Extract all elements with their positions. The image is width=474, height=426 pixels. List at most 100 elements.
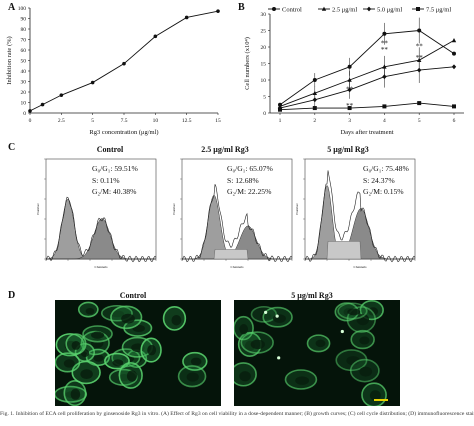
legend-label: Control — [282, 7, 302, 14]
y-tick-label: 40 — [21, 69, 27, 75]
cell-nucleus — [250, 339, 265, 350]
histogram-envelope — [45, 196, 157, 263]
y-tick-label: 20 — [261, 45, 267, 51]
scale-bar — [374, 399, 388, 401]
legend-label: 2.5 μg/ml — [332, 7, 357, 14]
cell-nucleus — [369, 390, 381, 401]
micrograph-control — [55, 300, 221, 406]
cell-nucleus — [359, 336, 370, 345]
stat-line: G₂/M: 0.15% — [363, 187, 404, 196]
data-point — [452, 51, 456, 56]
x-tick-label: 2.5 — [58, 118, 65, 124]
y-tick-label: 60 — [21, 48, 27, 54]
data-point — [216, 9, 220, 13]
data-point — [312, 106, 317, 111]
data-point — [347, 77, 352, 82]
x-axis-label: Channels — [353, 265, 367, 269]
x-tick-label: 6 — [453, 118, 456, 124]
cell-nucleus — [359, 366, 373, 377]
data-point — [312, 78, 317, 82]
stats-rg3-2-5: G₀/G₁: 65.07% S: 12.68% G₂/M: 22.25% — [227, 163, 273, 198]
panel-b-chart: 0 5 10 15 20 25 30 1 2 3 4 5 6 Days after treatment Ce… — [244, 6, 464, 136]
significance-mark: ** — [381, 39, 389, 47]
series-line — [279, 40, 455, 107]
data-point — [347, 64, 352, 69]
stat-line: G₀/G₁: 59.51% — [92, 164, 138, 173]
cell-nucleus — [91, 331, 105, 339]
cell-nucleus — [93, 354, 104, 362]
cell-nucleus — [121, 313, 135, 324]
stat-line: G₀/G₁: 75.48% — [363, 164, 409, 173]
series-line — [279, 66, 455, 109]
bright-spot — [277, 356, 281, 360]
data-point — [417, 67, 422, 73]
cell-nucleus — [71, 340, 81, 350]
cell-nucleus — [147, 344, 157, 356]
y-tick-label: 70 — [21, 38, 27, 44]
x-axis-label: Days after treatment — [340, 129, 393, 136]
y-tick-label: 10 — [21, 101, 27, 107]
panel-c-label: C — [8, 142, 16, 153]
image-title-rg3-5: 5 μg/ml Rg3 — [291, 291, 333, 300]
stat-line: S: 12.68% — [227, 175, 259, 185]
significance-mark: ** — [346, 86, 354, 94]
x-tick-label: 2 — [313, 118, 316, 124]
cell-nucleus — [186, 372, 199, 382]
data-point — [451, 64, 457, 70]
y-tick-label: 5 — [263, 95, 266, 101]
figure-caption: Fig. 1. Inhibition of ECA cell prolifera… — [0, 411, 474, 417]
bright-spot — [340, 329, 344, 334]
s-phase-area — [305, 241, 415, 260]
histogram-envelope — [304, 170, 416, 263]
cell-nucleus — [70, 388, 81, 400]
legend-marker — [416, 7, 420, 11]
cell-nucleus — [367, 307, 379, 316]
legend-label: 5.0 μg/ml — [377, 7, 402, 14]
cell-nucleus — [347, 308, 361, 316]
significance-mark: ** — [416, 43, 424, 51]
x-tick-label: 0 — [29, 118, 32, 124]
x-axis-label: Channels — [230, 265, 244, 269]
stat-line: G₀/G₁: 65.07% — [227, 164, 273, 173]
x-axis-label: Channels — [94, 265, 108, 269]
cell-nucleus — [190, 357, 202, 366]
series-line — [279, 102, 455, 111]
x-tick-label: 5 — [418, 118, 421, 124]
data-point — [59, 93, 64, 97]
data-point — [40, 102, 45, 107]
cell-nucleus — [85, 307, 95, 315]
data-point — [312, 97, 317, 103]
stats-control: G₀/G₁: 59.51% S: 0.11% G₂/M: 40.38% — [92, 163, 138, 198]
y-tick-label: 15 — [261, 62, 267, 68]
data-point — [451, 38, 457, 43]
hist-title-control: Control — [96, 145, 124, 154]
bright-spot — [264, 310, 268, 314]
x-tick-label: 3 — [348, 118, 351, 124]
cell-nucleus — [171, 315, 182, 326]
y-tick-label: 30 — [261, 12, 267, 18]
micrograph-rg3 — [234, 300, 400, 406]
cell-nucleus — [346, 356, 361, 366]
x-tick-label: 1 — [279, 118, 282, 124]
histogram-envelope — [181, 184, 293, 263]
legend-marker — [321, 6, 327, 11]
data-point — [347, 106, 352, 111]
data-point — [417, 101, 422, 106]
data-point — [452, 104, 456, 109]
cell-nucleus — [295, 376, 310, 385]
y-tick-label: 0 — [23, 111, 26, 117]
significance-mark: ** — [346, 102, 354, 110]
x-tick-label: 4 — [383, 118, 386, 124]
series-line — [279, 30, 455, 106]
stats-rg3-5: G₀/G₁: 75.48% S: 24.37% G₂/M: 0.15% — [363, 163, 409, 198]
cell-nucleus — [90, 337, 104, 349]
stat-line: S: 24.37% — [363, 175, 395, 185]
y-tick-label: 25 — [261, 29, 267, 35]
data-point — [184, 15, 189, 20]
stat-line: G₂/M: 40.38% — [92, 187, 137, 196]
hist-title-rg3-2-5: 2.5 μg/ml Rg3 — [201, 145, 249, 154]
data-point — [382, 104, 387, 109]
cell-nucleus — [315, 339, 326, 348]
histogram-frame — [181, 158, 293, 260]
x-tick-label: 10 — [153, 118, 159, 124]
